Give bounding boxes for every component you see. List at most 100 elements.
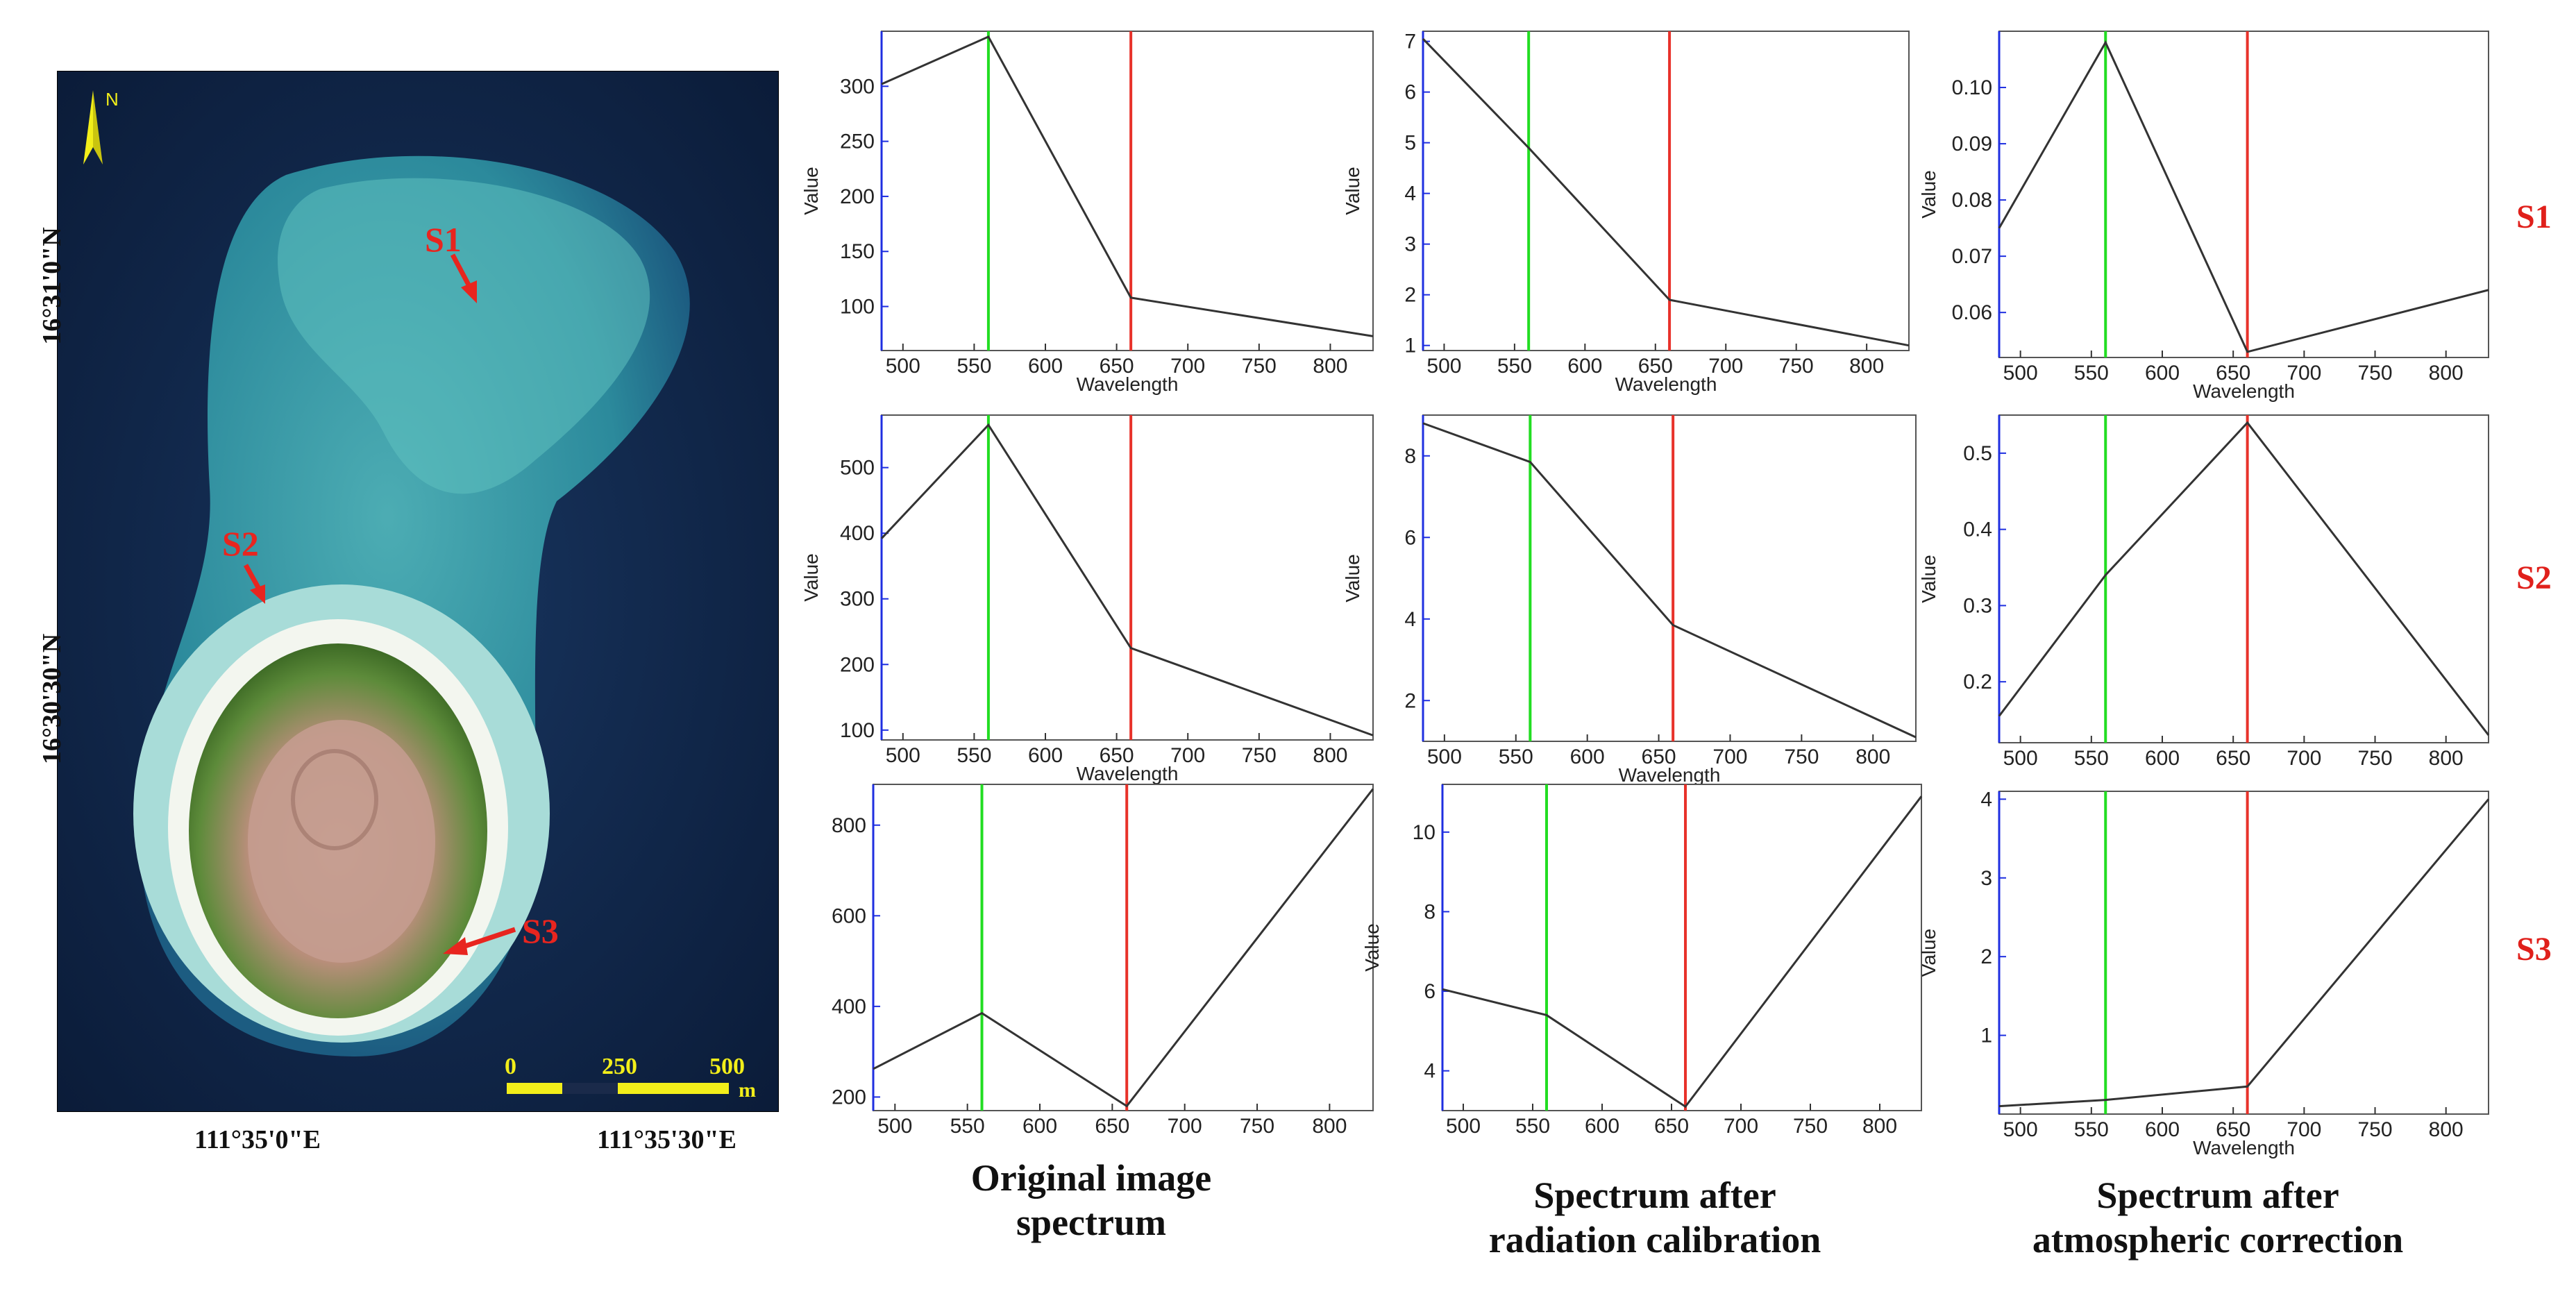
plot-frame (1422, 31, 1910, 351)
x-tick-label: 650 (2216, 1118, 2250, 1141)
y-tick-label: 0.06 (1952, 301, 1992, 324)
y-tick-label: 0.4 (1963, 519, 1992, 541)
y-tick-label: 6 (1404, 526, 1416, 549)
satellite-map: N S1 S2 S3 0 250 500 m (57, 71, 779, 1112)
row-label-s3: S3 (2516, 931, 2552, 968)
plot-frame (881, 414, 1374, 741)
chart-s2-1: 500 550 600 650 700 750 800 2 4 6 8 Wavelength Value (1342, 414, 1917, 786)
x-tick-label: 550 (1515, 1115, 1550, 1138)
x-tick-label: 600 (1028, 355, 1063, 378)
plot-frame (1998, 414, 2489, 743)
x-tick-label: 800 (1312, 1115, 1347, 1138)
x-tick-label: 550 (1497, 355, 1532, 378)
y-tick-label: 3 (1980, 867, 1992, 890)
x-axis-label: Wavelength (2193, 380, 2295, 402)
y-axis-label: Value (1342, 554, 1363, 603)
x-tick-label: 800 (1849, 355, 1884, 378)
x-tick-label: 700 (1712, 745, 1747, 768)
site-label-s3: S3 (522, 911, 559, 950)
x-tick-label: 750 (1240, 1115, 1274, 1138)
y-tick-label: 3 (1404, 233, 1416, 256)
y-tick-label: 8 (1424, 900, 1436, 923)
y-axis-label: Value (1918, 929, 1939, 977)
x-tick-label: 700 (2287, 747, 2321, 770)
y-tick-label: 2 (1404, 689, 1416, 712)
y-tick-label: 150 (840, 240, 875, 263)
x-tick-label: 600 (2145, 362, 2180, 385)
spectrum-line (1442, 795, 1923, 1109)
caption-atmospheric-correction: Spectrum after atmospheric correction (2032, 1174, 2404, 1261)
y-tick-label: 300 (840, 588, 875, 611)
x-tick-label: 600 (1028, 744, 1063, 767)
x-tick-label: 700 (2287, 362, 2321, 385)
x-tick-label: 700 (1724, 1115, 1758, 1138)
x-tick-label: 550 (957, 355, 991, 378)
x-tick-label: 650 (1642, 745, 1676, 768)
site-arrow-s3 (462, 927, 516, 950)
y-tick-label: 0.10 (1952, 76, 1992, 99)
y-tick-label: 200 (840, 653, 875, 676)
x-axis-label: Wavelength (1077, 373, 1179, 395)
spectrum-line (1998, 421, 2490, 736)
lon-label-right: 111°35'30"E (597, 1125, 737, 1154)
x-tick-label: 650 (2216, 362, 2250, 385)
row-label-s1: S1 (2516, 199, 2552, 235)
y-tick-label: 200 (832, 1086, 866, 1109)
y-tick-label: 8 (1404, 445, 1416, 468)
y-tick-label: 0.08 (1952, 189, 1992, 212)
x-tick-label: 600 (1567, 355, 1602, 378)
x-tick-label: 750 (1793, 1115, 1828, 1138)
y-tick-label: 0.3 (1963, 594, 1992, 617)
y-tick-label: 2 (1980, 945, 1992, 968)
y-tick-label: 10 (1413, 821, 1436, 844)
x-tick-label: 750 (2357, 747, 2392, 770)
x-tick-label: 500 (877, 1115, 912, 1138)
x-tick-label: 650 (1638, 355, 1673, 378)
caption-original: Original image spectrum (970, 1157, 1212, 1243)
y-tick-label: 400 (840, 522, 875, 545)
site-arrow-s2 (243, 564, 262, 591)
y-tick-label: 6 (1424, 980, 1436, 1003)
x-tick-label: 600 (1585, 1115, 1619, 1138)
scale-tick-250: 250 (602, 1054, 637, 1079)
y-tick-label: 100 (840, 296, 875, 319)
x-tick-label: 550 (2074, 1118, 2109, 1141)
lon-label-left: 111°35'0"E (194, 1125, 321, 1154)
x-axis-label: Wavelength (2193, 1137, 2295, 1159)
x-tick-label: 750 (2357, 362, 2392, 385)
spectrum-line (881, 35, 1374, 337)
y-tick-label: 0.2 (1963, 671, 1992, 693)
x-tick-label: 500 (2003, 747, 2038, 770)
x-tick-label: 550 (1499, 745, 1533, 768)
x-tick-label: 500 (1446, 1115, 1481, 1138)
y-tick-label: 5 (1404, 132, 1416, 155)
x-tick-label: 650 (1654, 1115, 1689, 1138)
plot-frame (1442, 784, 1922, 1111)
x-axis-label: Wavelength (1077, 763, 1179, 784)
y-tick-label: 200 (840, 185, 875, 208)
x-tick-label: 600 (1570, 745, 1605, 768)
x-tick-label: 550 (2074, 362, 2109, 385)
y-axis-label: Value (1918, 555, 1939, 603)
x-tick-label: 800 (1313, 355, 1347, 378)
chart-s2-2: 500 550 600 650 700 750 800 0.2 0.3 0.4 0.5 Value (1918, 414, 2490, 770)
x-tick-label: 700 (1170, 744, 1205, 767)
island-crater-ring (291, 749, 378, 850)
x-tick-label: 650 (1095, 1115, 1129, 1138)
y-tick-label: 7 (1404, 31, 1416, 53)
x-tick-label: 800 (2429, 362, 2464, 385)
x-tick-label: 750 (1779, 355, 1814, 378)
plot-frame (1998, 791, 2489, 1115)
y-tick-label: 600 (832, 904, 866, 927)
y-tick-label: 0.07 (1952, 245, 1992, 268)
north-label: N (106, 89, 119, 110)
chart-s2-0: 500 550 600 650 700 750 800 100 200 300 400 500 Wave… (800, 414, 1374, 784)
chart-s3-0: 500 550 600 650 700 750 800 200 400 600 800 (832, 784, 1374, 1138)
x-tick-label: 750 (1242, 355, 1277, 378)
scale-tick-0: 0 (505, 1054, 516, 1079)
chart-s3-1: 500 550 600 650 700 750 800 4 6 8 10 Value (1361, 784, 1923, 1138)
spectrum-line (1422, 422, 1917, 739)
y-tick-label: 6 (1404, 81, 1416, 104)
y-tick-label: 800 (832, 814, 866, 837)
scale-unit: m (739, 1079, 756, 1102)
